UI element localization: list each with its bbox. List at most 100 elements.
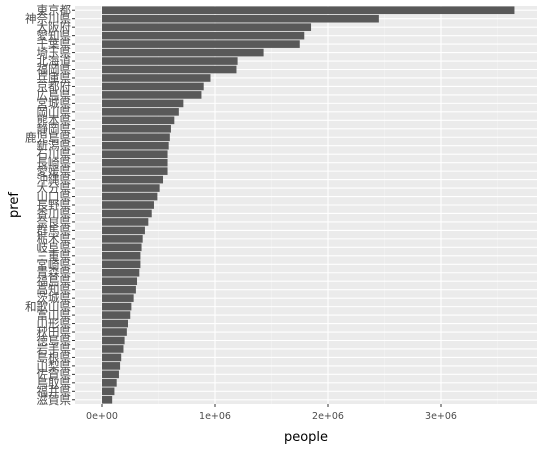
bar-広島県	[102, 91, 202, 99]
y-tick-label: 大分県	[37, 181, 72, 195]
bar-長崎県	[102, 158, 168, 167]
y-tick-label: 福岡県	[37, 63, 72, 77]
bar-富山県	[102, 311, 131, 319]
bar-滋賀県	[102, 395, 113, 404]
bar-鹿児島県	[102, 133, 170, 142]
y-tick-label: 埼玉県	[37, 46, 72, 60]
y-tick-label: 兵庫県	[37, 71, 72, 85]
y-tick-label: 長崎県	[37, 156, 72, 170]
bar-静岡県	[102, 124, 171, 133]
y-tick-label: 宮城県	[37, 96, 72, 110]
bar-山梨県	[102, 362, 121, 370]
bar-高知県	[102, 285, 136, 294]
bar-兵庫県	[102, 74, 211, 82]
y-tick-label: 広島県	[37, 88, 72, 102]
x-tick-label: 2e+06	[312, 411, 344, 422]
y-tick-label: 鳥取県	[37, 376, 72, 390]
bar-大分県	[102, 184, 160, 192]
y-tick-label: 熊本県	[37, 113, 72, 127]
bar-新潟県	[102, 141, 169, 150]
y-tick-label: 秋田県	[37, 325, 72, 339]
bar-北海道	[102, 57, 238, 65]
bar-愛媛県	[102, 167, 168, 175]
y-tick-label: 茨城県	[37, 291, 72, 305]
y-tick-label: 徳島県	[37, 333, 72, 347]
bar-千葉県	[102, 40, 300, 48]
y-tick-label: 青森県	[37, 266, 72, 280]
bar-神奈川県	[102, 14, 379, 23]
y-axis-title: pref	[7, 192, 22, 218]
y-tick-label: 山口県	[37, 190, 72, 204]
y-tick-label: 島根県	[37, 350, 72, 364]
y-tick-label: 鹿児島県	[25, 130, 71, 144]
bar-宮崎県	[102, 260, 141, 269]
y-tick-label: 群馬県	[37, 223, 72, 237]
bar-大阪府	[102, 23, 312, 31]
x-tick-label: 0e+00	[86, 411, 118, 422]
bar-鳥取県	[102, 379, 117, 387]
bar-京都府	[102, 82, 204, 91]
bar-山口県	[102, 192, 158, 201]
bar-宮城県	[102, 99, 184, 108]
bar-沖縄県	[102, 175, 164, 184]
y-tick-label: 和歌山県	[25, 300, 71, 314]
bar-愛知県	[102, 31, 305, 40]
y-tick-label: 東京都	[37, 3, 72, 17]
x-axis-title: people	[284, 430, 328, 445]
y-tick-label: 愛媛県	[37, 164, 72, 178]
bar-埼玉県	[102, 48, 264, 57]
y-tick-label: 千葉県	[37, 37, 72, 51]
bar-岡山県	[102, 108, 179, 116]
bar-山形県	[102, 319, 128, 328]
bar-福井県	[102, 387, 115, 396]
y-tick-label: 滋賀県	[37, 393, 72, 407]
y-tick-label: 高知県	[37, 283, 72, 297]
y-tick-label: 北海道	[37, 54, 72, 68]
bar-佐賀県	[102, 370, 119, 379]
y-tick-label: 京都府	[37, 79, 72, 93]
bar-香川県	[102, 209, 152, 218]
y-tick-label: 福島県	[37, 274, 72, 288]
y-tick-label: 沖縄県	[37, 173, 72, 187]
y-tick-label: 三重県	[37, 249, 72, 263]
bar-和歌山県	[102, 302, 132, 311]
bar-茨城県	[102, 294, 134, 302]
x-tick-label: 1e+06	[199, 411, 231, 422]
y-tick-label: 岐阜県	[37, 240, 72, 254]
x-axis-ticks: 0e+00 1e+06 2e+06 3e+06	[86, 404, 457, 422]
bar-岐阜県	[102, 243, 142, 252]
y-tick-label: 石川県	[37, 147, 72, 161]
bar-栃木県	[102, 235, 143, 243]
y-tick-label: 愛知県	[37, 29, 72, 43]
y-tick-label: 岡山県	[37, 105, 72, 119]
y-tick-label: 福井県	[37, 384, 72, 398]
bar-秋田県	[102, 328, 127, 336]
bar-長野県	[102, 201, 154, 209]
y-tick-label: 奈良県	[37, 215, 72, 229]
y-tick-label: 山形県	[37, 317, 72, 331]
bar-奈良県	[102, 218, 149, 226]
bar-石川県	[102, 150, 168, 159]
y-tick-label: 宮崎県	[37, 257, 72, 271]
bar-東京都	[102, 6, 515, 15]
y-tick-label: 栃木県	[37, 232, 72, 246]
bar-徳島県	[102, 336, 125, 345]
x-tick-label: 3e+06	[425, 411, 457, 422]
bar-島根県	[102, 353, 122, 362]
y-tick-label: 静岡県	[37, 122, 72, 136]
y-tick-label: 香川県	[37, 206, 72, 220]
bar-三重県	[102, 251, 141, 260]
y-tick-label: 山梨県	[37, 359, 72, 373]
y-tick-label: 長野県	[37, 198, 72, 212]
bar-福島県	[102, 277, 138, 286]
y-tick-label: 神奈川県	[25, 12, 71, 26]
bars	[102, 6, 515, 404]
y-tick-label: 岩手県	[37, 342, 72, 356]
bar-福岡県	[102, 65, 237, 74]
bar-群馬県	[102, 226, 145, 235]
y-tick-label: 佐賀県	[37, 367, 72, 381]
y-tick-label: 富山県	[37, 308, 72, 322]
y-tick-label: 大阪府	[37, 20, 72, 34]
y-tick-label: 新潟県	[37, 139, 72, 153]
